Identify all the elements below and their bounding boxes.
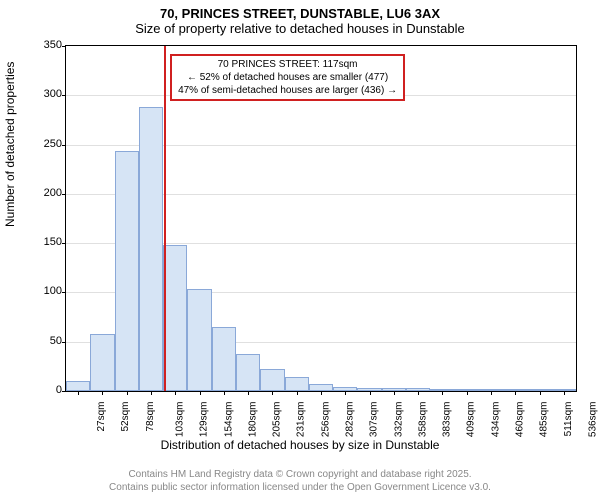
ytick-label: 100 bbox=[44, 285, 62, 297]
ytick-label: 200 bbox=[44, 187, 62, 199]
histogram-bar bbox=[309, 384, 333, 391]
xtick-mark bbox=[345, 391, 346, 395]
xtick-mark bbox=[102, 391, 103, 395]
xtick-label: 27sqm bbox=[96, 402, 107, 432]
xtick-label: 307sqm bbox=[369, 402, 380, 438]
xtick-mark bbox=[200, 391, 201, 395]
xtick-mark bbox=[564, 391, 565, 395]
y-axis-label: Number of detached properties bbox=[3, 62, 17, 227]
histogram-bar bbox=[163, 245, 187, 391]
histogram-bar bbox=[66, 381, 90, 391]
ytick-mark bbox=[62, 391, 66, 392]
ytick-label: 50 bbox=[50, 335, 62, 347]
footer-attribution: Contains HM Land Registry data © Crown c… bbox=[0, 468, 600, 494]
xtick-label: 282sqm bbox=[345, 402, 356, 438]
ytick-mark bbox=[62, 145, 66, 146]
footer-line1: Contains HM Land Registry data © Crown c… bbox=[0, 468, 600, 481]
xtick-mark bbox=[491, 391, 492, 395]
xtick-label: 231sqm bbox=[296, 402, 307, 438]
ytick-mark bbox=[62, 342, 66, 343]
xtick-mark bbox=[297, 391, 298, 395]
ytick-mark bbox=[62, 95, 66, 96]
histogram-bar bbox=[115, 151, 139, 391]
marker-line bbox=[164, 46, 166, 391]
xtick-mark bbox=[127, 391, 128, 395]
chart-container: 70, PRINCES STREET, DUNSTABLE, LU6 3AX S… bbox=[0, 0, 600, 500]
xtick-mark bbox=[78, 391, 79, 395]
chart-title-line2: Size of property relative to detached ho… bbox=[0, 21, 600, 40]
xtick-label: 129sqm bbox=[199, 402, 210, 438]
annotation-line1: 70 PRINCES STREET: 117sqm bbox=[178, 58, 397, 71]
xtick-label: 460sqm bbox=[515, 402, 526, 438]
xtick-mark bbox=[151, 391, 152, 395]
x-axis-label: Distribution of detached houses by size … bbox=[0, 438, 600, 452]
ytick-label: 300 bbox=[44, 88, 62, 100]
xtick-label: 154sqm bbox=[223, 402, 234, 438]
xtick-label: 78sqm bbox=[145, 402, 156, 432]
xtick-mark bbox=[248, 391, 249, 395]
ytick-label: 150 bbox=[44, 236, 62, 248]
plot-area: 70 PRINCES STREET: 117sqm← 52% of detach… bbox=[65, 45, 577, 392]
xtick-mark bbox=[442, 391, 443, 395]
xtick-label: 536sqm bbox=[587, 402, 598, 438]
xtick-mark bbox=[370, 391, 371, 395]
ytick-label: 0 bbox=[56, 384, 62, 396]
xtick-label: 358sqm bbox=[417, 402, 428, 438]
ytick-mark bbox=[62, 194, 66, 195]
xtick-label: 332sqm bbox=[393, 402, 404, 438]
xtick-mark bbox=[394, 391, 395, 395]
footer-line2: Contains public sector information licen… bbox=[0, 481, 600, 494]
xtick-label: 511sqm bbox=[562, 402, 573, 437]
xtick-mark bbox=[540, 391, 541, 395]
histogram-bar bbox=[212, 327, 236, 391]
xtick-mark bbox=[175, 391, 176, 395]
xtick-label: 256sqm bbox=[320, 402, 331, 438]
xtick-mark bbox=[418, 391, 419, 395]
ytick-label: 250 bbox=[44, 138, 62, 150]
histogram-bar bbox=[90, 334, 114, 391]
xtick-mark bbox=[272, 391, 273, 395]
xtick-label: 434sqm bbox=[490, 402, 501, 438]
histogram-bar bbox=[139, 107, 163, 391]
annotation-line2: ← 52% of detached houses are smaller (47… bbox=[178, 71, 397, 84]
ytick-mark bbox=[62, 292, 66, 293]
xtick-label: 205sqm bbox=[272, 402, 283, 438]
histogram-bar bbox=[285, 377, 309, 391]
xtick-label: 409sqm bbox=[466, 402, 477, 438]
xtick-label: 180sqm bbox=[247, 402, 258, 438]
annotation-line3: 47% of semi-detached houses are larger (… bbox=[178, 84, 397, 97]
histogram-bar bbox=[187, 289, 211, 392]
chart-title-line1: 70, PRINCES STREET, DUNSTABLE, LU6 3AX bbox=[0, 0, 600, 21]
histogram-bar bbox=[260, 369, 284, 391]
xtick-mark bbox=[467, 391, 468, 395]
xtick-mark bbox=[321, 391, 322, 395]
xtick-mark bbox=[224, 391, 225, 395]
ytick-label: 350 bbox=[44, 39, 62, 51]
annotation-box: 70 PRINCES STREET: 117sqm← 52% of detach… bbox=[170, 54, 405, 101]
ytick-mark bbox=[62, 46, 66, 47]
xtick-label: 383sqm bbox=[442, 402, 453, 438]
histogram-bar bbox=[236, 354, 260, 391]
xtick-label: 52sqm bbox=[120, 402, 131, 432]
xtick-label: 485sqm bbox=[539, 402, 550, 438]
xtick-label: 103sqm bbox=[175, 402, 186, 438]
xtick-mark bbox=[515, 391, 516, 395]
ytick-mark bbox=[62, 243, 66, 244]
